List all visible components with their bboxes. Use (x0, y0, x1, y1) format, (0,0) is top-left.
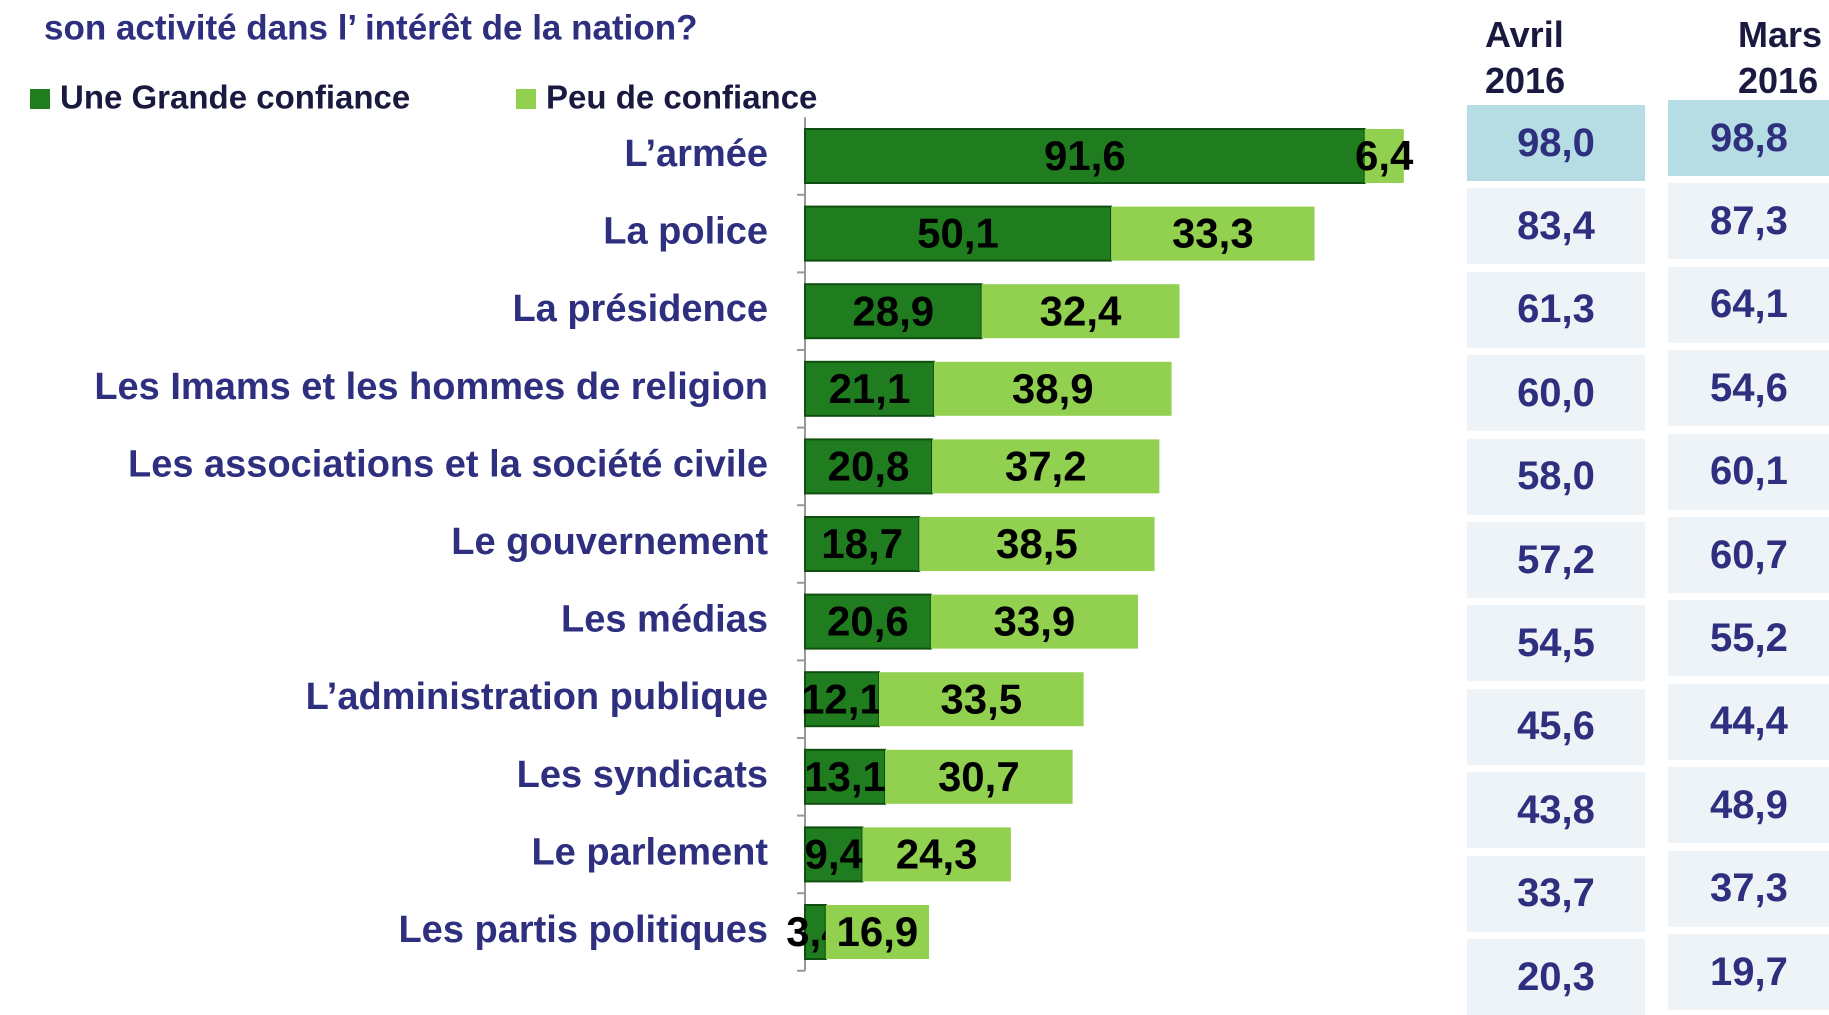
category-label: Le gouvernement (451, 521, 768, 563)
bar-segment (862, 827, 1011, 882)
data-label: 20,6 (827, 598, 909, 645)
table-cell: 20,3 (1467, 939, 1645, 1015)
bar-segment (804, 438, 934, 495)
chart-title: son activité dans l’ intérêt de la natio… (44, 8, 697, 47)
table-cell: 61,3 (1467, 271, 1645, 348)
table-cell: 44,4 (1668, 683, 1829, 760)
bar-segment (932, 439, 1160, 494)
bar-segment (930, 594, 1138, 649)
table-cell: 19,7 (1668, 934, 1829, 1010)
data-label: 33,3 (1172, 210, 1254, 257)
data-label: 9,4 (805, 830, 864, 877)
data-label: 30,7 (938, 753, 1020, 800)
category-label: La police (603, 211, 768, 253)
table-cell: 54,6 (1668, 350, 1829, 427)
data-label: 33,5 (940, 675, 1022, 722)
data-label: 38,9 (1012, 365, 1094, 412)
table-cell: 98,8 (1668, 100, 1829, 176)
bar-segment (933, 361, 1172, 416)
data-label: 16,9 (837, 908, 919, 955)
legend-swatch (30, 89, 50, 109)
table-cell: 54,5 (1467, 605, 1645, 682)
legend-label: Peu de confiance (546, 79, 817, 116)
data-label: 12,1 (801, 675, 883, 722)
data-label: 13,1 (804, 753, 886, 800)
bar-segment (885, 749, 1073, 804)
table-cell: 60,7 (1668, 517, 1829, 593)
category-label: Le parlement (531, 831, 768, 873)
data-label: 33,9 (994, 598, 1076, 645)
table-cell: 48,9 (1668, 767, 1829, 844)
data-label: 91,6 (1044, 132, 1126, 179)
table-cell: 43,8 (1467, 772, 1645, 849)
data-label: 6,4 (1355, 132, 1414, 179)
table-cell: 83,4 (1467, 188, 1645, 265)
data-label: 20,8 (828, 442, 910, 489)
data-label: 28,9 (852, 287, 934, 334)
table-cell: 57,2 (1467, 522, 1645, 598)
category-label: Les Imams et les hommes de religion (94, 366, 768, 408)
data-label: 32,4 (1040, 287, 1122, 334)
bar-segment (804, 283, 983, 340)
table-cell: 55,2 (1668, 600, 1829, 677)
bar-segment (804, 128, 1366, 184)
category-label: Les associations et la société civile (128, 443, 768, 485)
bar-segment (804, 826, 864, 883)
bar-segment (804, 516, 921, 572)
column-header: Avril 2016 (1485, 14, 1566, 101)
data-label: 21,1 (829, 365, 911, 412)
bar-segment (981, 284, 1180, 339)
table-cell: 64,1 (1668, 266, 1829, 343)
category-label: Les syndicats (517, 754, 768, 796)
legend-swatch (516, 89, 536, 109)
category-label: Les partis politiques (398, 909, 768, 951)
category-label: L’armée (624, 133, 768, 175)
data-label: 37,2 (1005, 442, 1087, 489)
table-cell: 60,0 (1467, 355, 1645, 432)
table-cell: 87,3 (1668, 183, 1829, 260)
bar-segment (804, 360, 935, 417)
data-label: 18,7 (821, 520, 903, 567)
category-label: Les médias (561, 599, 768, 641)
bar-segment (1111, 206, 1315, 261)
data-label: 24,3 (896, 830, 978, 877)
data-label: 38,5 (996, 520, 1078, 567)
category-label: L’administration publique (306, 676, 768, 718)
table-cell: 98,0 (1467, 105, 1645, 181)
bar-segment (804, 593, 932, 650)
bar-segment (919, 517, 1155, 571)
column-header: Mars 2016 (1738, 14, 1823, 101)
table-cell: 58,0 (1467, 438, 1645, 515)
table-cell: 37,3 (1668, 850, 1829, 927)
category-label: La présidence (512, 288, 768, 330)
table-cell: 45,6 (1467, 688, 1645, 765)
bar-segment (1364, 129, 1404, 183)
bar-segment (825, 905, 930, 959)
table-cell: 33,7 (1467, 855, 1645, 932)
bar-segment (804, 748, 887, 805)
data-label: 50,1 (917, 210, 999, 257)
table-cell: 60,1 (1668, 433, 1829, 510)
bar-segment (878, 672, 1084, 727)
legend-label: Une Grande confiance (60, 79, 410, 116)
bar-segment (804, 205, 1113, 262)
